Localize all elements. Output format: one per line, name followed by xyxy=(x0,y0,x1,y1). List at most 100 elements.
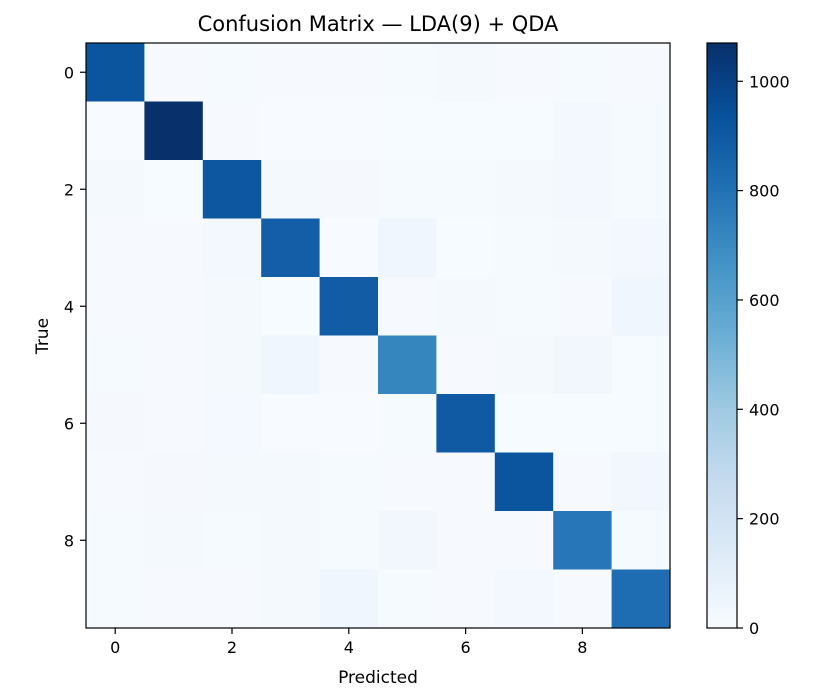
y-tick-label: 4 xyxy=(64,297,74,316)
heatmap-cell-r3-c9 xyxy=(611,218,671,278)
x-tick-label: 2 xyxy=(227,638,237,657)
heatmap-cell-r0-c2 xyxy=(202,43,262,102)
heatmap-cell-r8-c8 xyxy=(553,511,613,570)
heatmap-cell-r6-c2 xyxy=(202,394,262,453)
heatmap-cell-r1-c6 xyxy=(436,101,496,161)
heatmap-cell-r7-c7 xyxy=(494,452,554,512)
heatmap-cell-r4-c0 xyxy=(86,277,145,336)
heatmap-cell-r7-c5 xyxy=(378,452,437,512)
heatmap-cell-r4-c7 xyxy=(494,277,554,336)
colorbar-tick-label: 600 xyxy=(749,291,780,310)
colorbar xyxy=(706,42,738,629)
heatmap-cell-r7-c2 xyxy=(202,452,262,512)
heatmap-cell-r8-c4 xyxy=(319,511,379,570)
heatmap-cell-r8-c3 xyxy=(261,511,321,570)
heatmap-cell-r2-c9 xyxy=(611,160,671,219)
colorbar-tick-label: 200 xyxy=(749,510,780,529)
heatmap-cell-r9-c0 xyxy=(86,569,145,629)
heatmap-cell-r0-c3 xyxy=(261,43,321,102)
chart-title: Confusion Matrix — LDA(9) + QDA xyxy=(198,12,559,36)
heatmap-cell-r5-c6 xyxy=(436,335,496,395)
heatmap-cell-r3-c3 xyxy=(261,218,321,278)
x-tick-label: 6 xyxy=(461,638,471,657)
heatmap-cell-r8-c2 xyxy=(202,511,262,570)
heatmap-cell-r6-c8 xyxy=(553,394,613,453)
heatmap-cell-r5-c1 xyxy=(144,335,204,395)
heatmap-cell-r8-c7 xyxy=(494,511,554,570)
heatmap-cell-r6-c0 xyxy=(86,394,145,453)
heatmap-cells xyxy=(86,43,671,629)
heatmap-cell-r2-c6 xyxy=(436,160,496,219)
heatmap-cell-r6-c5 xyxy=(378,394,437,453)
heatmap-cell-r9-c6 xyxy=(436,569,496,629)
heatmap-cell-r0-c0 xyxy=(86,43,145,102)
heatmap-cell-r7-c9 xyxy=(611,452,671,512)
heatmap-cell-r0-c5 xyxy=(378,43,437,102)
heatmap-cell-r3-c6 xyxy=(436,218,496,278)
heatmap-cell-r2-c2 xyxy=(202,160,262,219)
heatmap-cell-r4-c8 xyxy=(553,277,613,336)
heatmap-cell-r4-c4 xyxy=(319,277,379,336)
heatmap-cell-r1-c4 xyxy=(319,101,379,161)
heatmap-cell-r6-c9 xyxy=(611,394,671,453)
heatmap-cell-r9-c9 xyxy=(611,569,671,629)
heatmap-cell-r3-c5 xyxy=(378,218,437,278)
heatmap-cell-r2-c0 xyxy=(86,160,145,219)
heatmap-cell-r3-c0 xyxy=(86,218,145,278)
heatmap-cell-r7-c4 xyxy=(319,452,379,512)
heatmap-cell-r2-c5 xyxy=(378,160,437,219)
heatmap-cell-r7-c0 xyxy=(86,452,145,512)
y-tick-label: 8 xyxy=(64,531,74,550)
heatmap-cell-r5-c8 xyxy=(553,335,613,395)
heatmap-cell-r2-c4 xyxy=(319,160,379,219)
heatmap-cell-r2-c3 xyxy=(261,160,321,219)
y-axis-label: True xyxy=(33,318,53,355)
heatmap-cell-r3-c2 xyxy=(202,218,262,278)
heatmap-cell-r6-c6 xyxy=(436,394,496,453)
x-tick-label: 8 xyxy=(577,638,587,657)
heatmap-cell-r5-c4 xyxy=(319,335,379,395)
heatmap-cell-r0-c1 xyxy=(144,43,204,102)
heatmap-cell-r7-c6 xyxy=(436,452,496,512)
heatmap-cell-r7-c8 xyxy=(553,452,613,512)
heatmap-cell-r4-c5 xyxy=(378,277,437,336)
heatmap-cell-r8-c0 xyxy=(86,511,145,570)
heatmap-cell-r0-c9 xyxy=(611,43,671,102)
plot-frame xyxy=(85,42,671,629)
heatmap-cell-r1-c7 xyxy=(494,101,554,161)
heatmap-cell-r1-c1 xyxy=(144,101,204,161)
heatmap-cell-r1-c9 xyxy=(611,101,671,161)
heatmap-cell-r7-c1 xyxy=(144,452,204,512)
heatmap-cell-r9-c5 xyxy=(378,569,437,629)
x-axis-label: Predicted xyxy=(338,668,418,688)
heatmap-cell-r9-c8 xyxy=(553,569,613,629)
heatmap-cell-r9-c1 xyxy=(144,569,204,629)
colorbar-tick-label: 1000 xyxy=(749,72,790,91)
heatmap-cell-r3-c7 xyxy=(494,218,554,278)
colorbar-ticks: 0 200 400 600 800 1000 xyxy=(737,72,790,638)
heatmap-cell-r5-c2 xyxy=(202,335,262,395)
heatmap-cell-r1-c8 xyxy=(553,101,613,161)
heatmap-cell-r6-c7 xyxy=(494,394,554,453)
heatmap-cell-r2-c7 xyxy=(494,160,554,219)
heatmap-cell-r2-c1 xyxy=(144,160,204,219)
x-tick-label: 0 xyxy=(110,638,120,657)
heatmap-cell-r9-c4 xyxy=(319,569,379,629)
heatmap-cell-r4-c6 xyxy=(436,277,496,336)
x-tick-label: 4 xyxy=(344,638,354,657)
x-axis-ticks: 0 2 4 6 8 xyxy=(110,628,587,657)
heatmap-cell-r6-c4 xyxy=(319,394,379,453)
heatmap-cell-r0-c8 xyxy=(553,43,613,102)
heatmap-cell-r8-c9 xyxy=(611,511,671,570)
heatmap-cell-r8-c5 xyxy=(378,511,437,570)
heatmap-cell-r1-c5 xyxy=(378,101,437,161)
colorbar-tick-label: 800 xyxy=(749,182,780,201)
y-tick-label: 6 xyxy=(64,414,74,433)
heatmap-cell-r8-c1 xyxy=(144,511,204,570)
heatmap-cell-r6-c3 xyxy=(261,394,321,453)
heatmap-cell-r4-c2 xyxy=(202,277,262,336)
heatmap-cell-r1-c3 xyxy=(261,101,321,161)
heatmap-cell-r9-c2 xyxy=(202,569,262,629)
heatmap-cell-r4-c9 xyxy=(611,277,671,336)
